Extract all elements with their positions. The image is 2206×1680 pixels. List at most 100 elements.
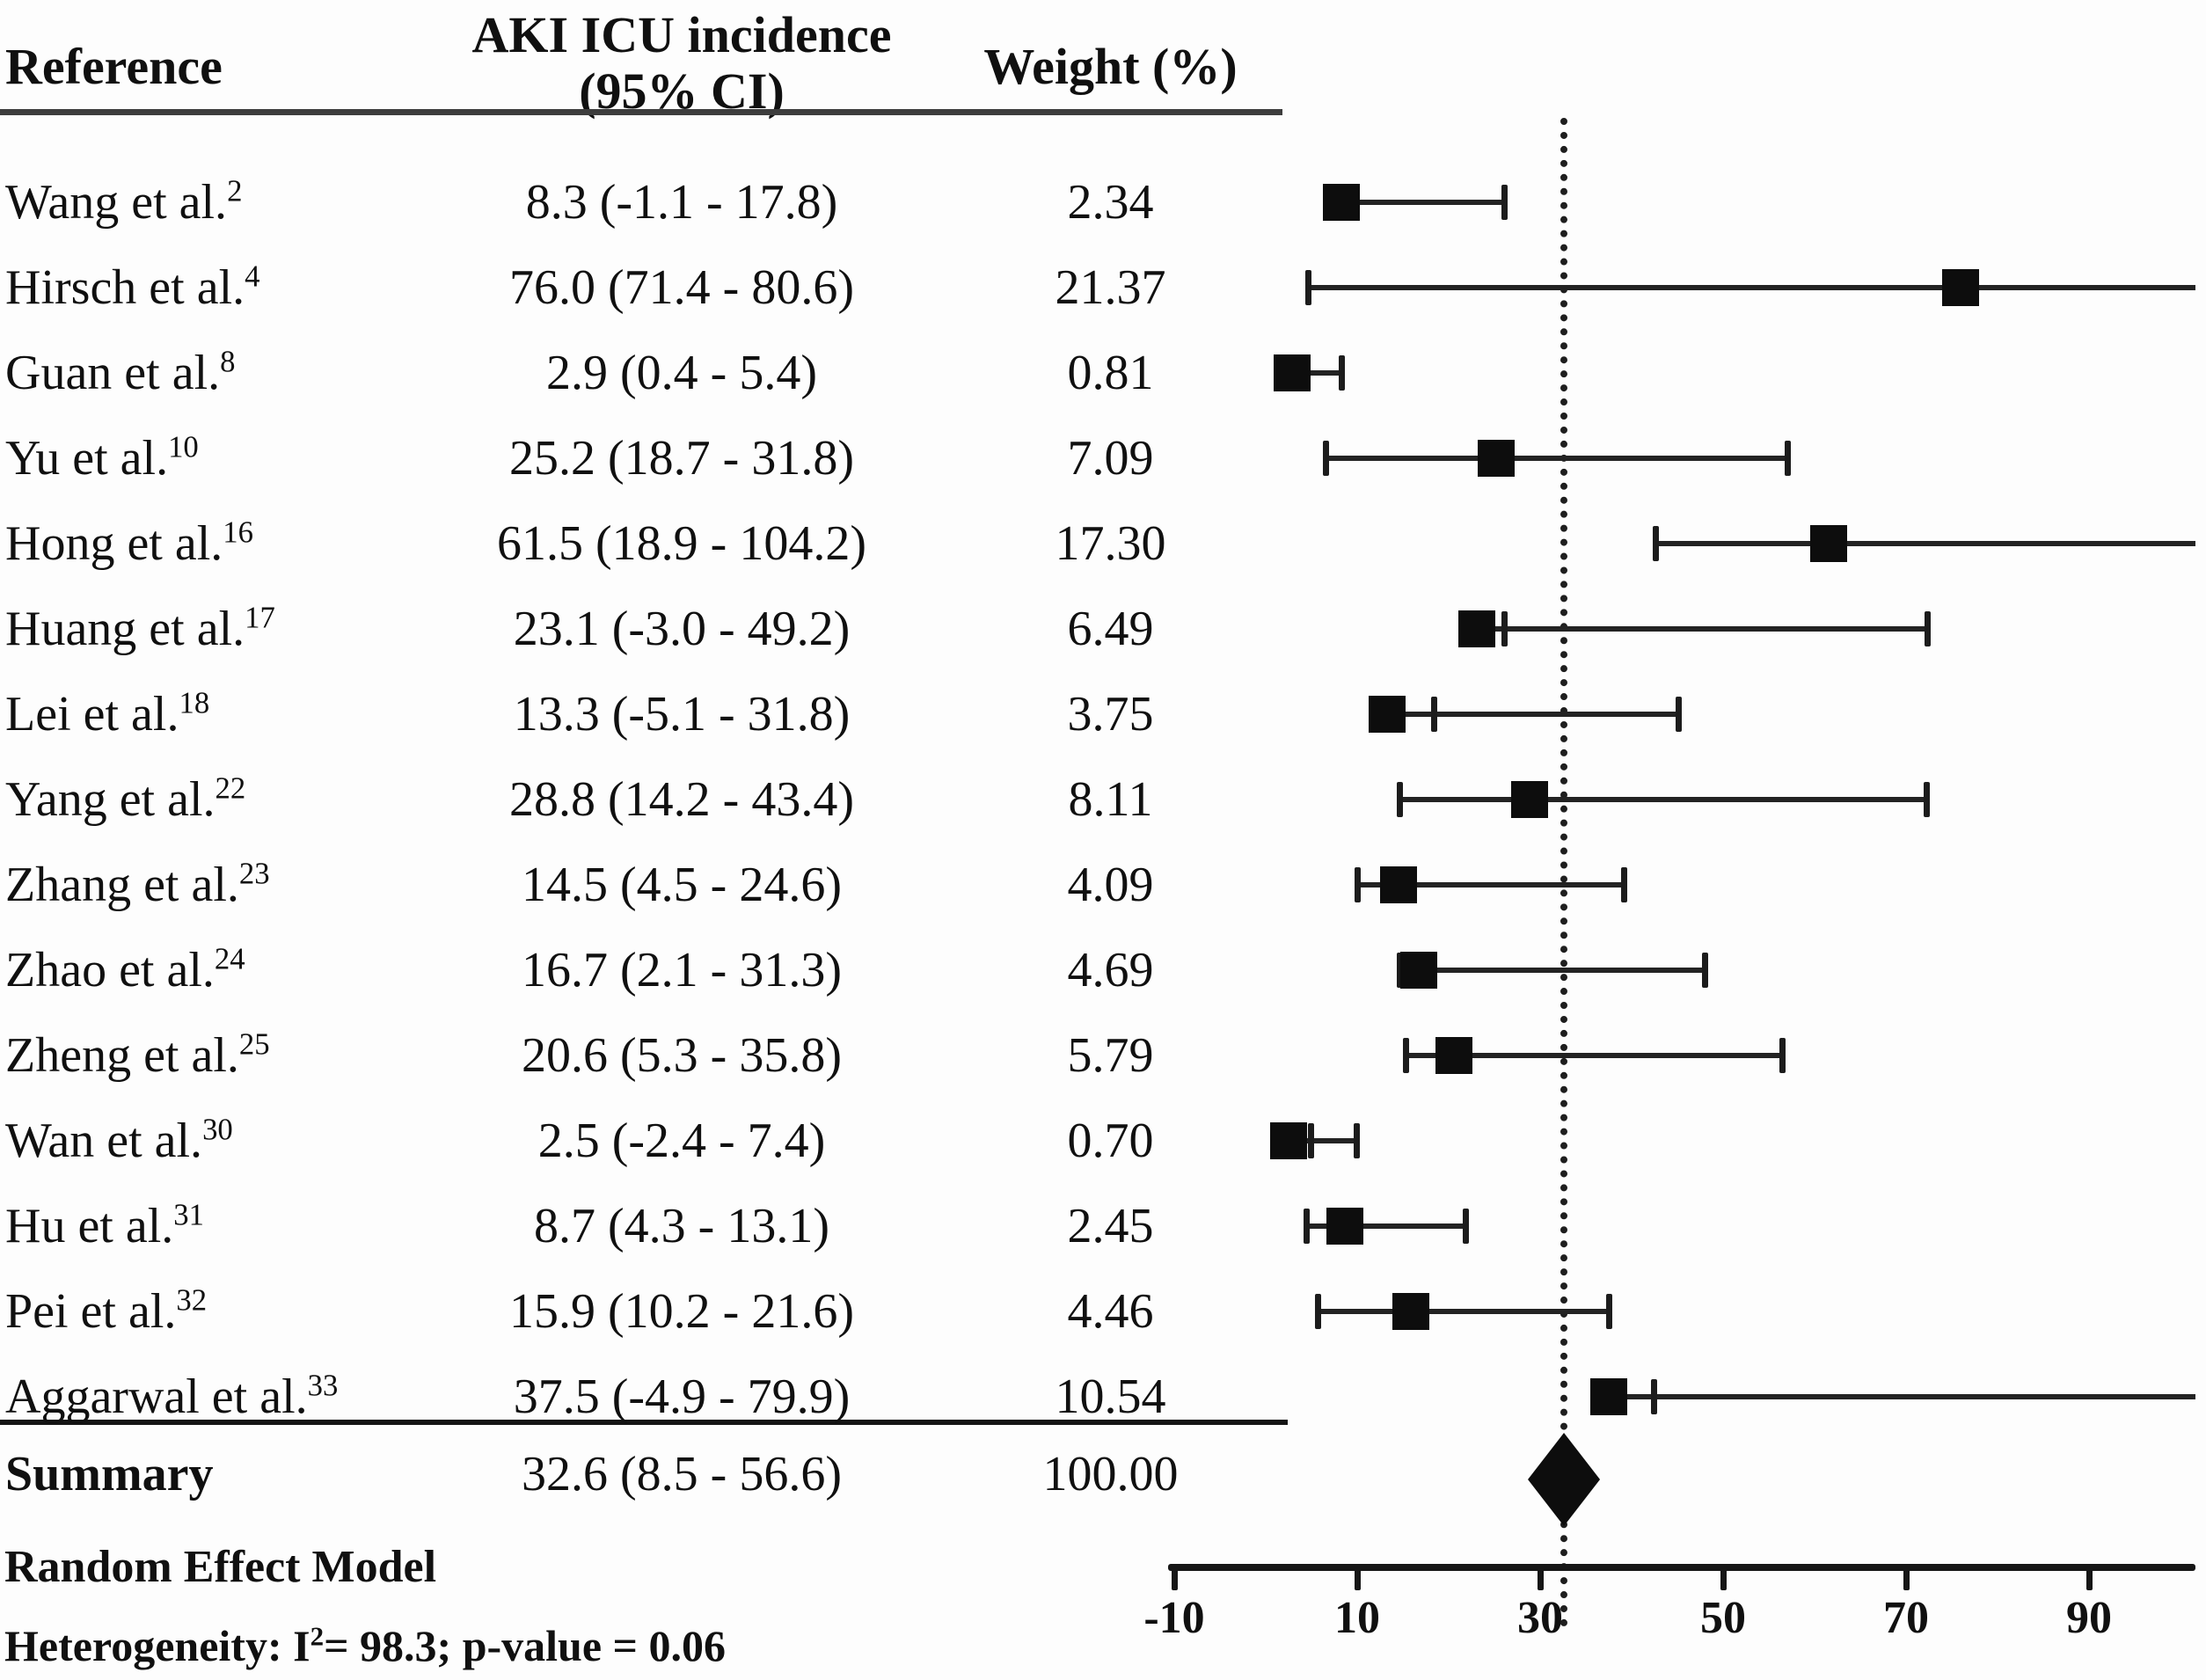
ci-end-cap	[1779, 1038, 1786, 1073]
axis-tick-label: 90	[2066, 1593, 2112, 1643]
axis-tick	[1538, 1569, 1544, 1590]
ci-end-cap	[1462, 1209, 1469, 1244]
header-divider-line	[0, 109, 1282, 115]
column-header-weight: Weight (%)	[983, 38, 1238, 95]
ci-whisker-line	[1477, 626, 1927, 632]
axis-tick-label: 50	[1700, 1593, 1746, 1643]
heterogeneity-label: Heterogeneity: I2= 98.3; p-value = 0.06	[4, 1621, 727, 1670]
effect-ci-value: 8.7 (4.3 - 13.1)	[534, 1199, 829, 1253]
study-reference: Yang et al.22	[5, 771, 246, 827]
column-header-effect: AKI ICU incidence (95% CI)	[369, 7, 994, 120]
weight-value: 4.46	[1067, 1284, 1154, 1339]
study-reference: Yu et al.10	[5, 429, 199, 486]
summary-divider-line	[0, 1420, 1288, 1425]
effect-square	[1590, 1378, 1627, 1415]
heterogeneity-value-text: = 98.3; p-value = 0.06	[324, 1621, 727, 1670]
axis-tick	[2086, 1569, 2093, 1590]
weight-value: 3.75	[1067, 687, 1154, 741]
weight-value: 7.09	[1067, 431, 1154, 486]
ci-whisker-line	[1406, 1053, 1782, 1058]
effect-ci-value: 13.3 (-5.1 - 31.8)	[513, 687, 851, 741]
ci-end-cap	[1353, 1123, 1360, 1158]
study-reference: Zheng et al.25	[5, 1026, 270, 1083]
effect-square	[1809, 525, 1847, 562]
ci-end-cap	[1620, 867, 1627, 902]
effect-square	[1379, 866, 1417, 903]
effect-ci-value: 8.3 (-1.1 - 17.8)	[525, 175, 838, 230]
ci-end-cap	[1396, 782, 1403, 817]
ci-end-cap	[1322, 441, 1329, 476]
ci-whisker-line	[1325, 456, 1787, 461]
ci-end-cap	[1396, 953, 1403, 988]
ci-end-cap	[1923, 782, 1930, 817]
ci-whisker-line	[1289, 370, 1342, 376]
ci-end-cap	[1339, 355, 1346, 391]
axis-tick	[1720, 1569, 1727, 1590]
weight-value: 8.11	[1068, 772, 1153, 827]
ci-end-cap	[1307, 1123, 1314, 1158]
model-label: Random Effect Model	[4, 1542, 437, 1592]
column-header-effect-line1: AKI ICU incidence	[471, 6, 892, 63]
effect-square	[1392, 1293, 1430, 1330]
heterogeneity-superscript: 2	[310, 1620, 325, 1652]
ci-end-cap	[1403, 1038, 1410, 1073]
effect-ci-value: 37.5 (-4.9 - 79.9)	[513, 1370, 851, 1424]
study-reference: Wang et al.2	[5, 173, 243, 230]
axis-tick	[1903, 1569, 1910, 1590]
summary-diamond	[1528, 1433, 1601, 1526]
weight-value: 6.49	[1067, 602, 1154, 656]
ci-end-cap	[1501, 185, 1508, 220]
weight-value: 4.09	[1067, 858, 1154, 912]
column-header-reference: Reference	[5, 38, 223, 95]
ci-whisker-line	[1318, 1309, 1609, 1314]
effect-ci-value: 25.2 (18.7 - 31.8)	[509, 431, 854, 486]
study-reference: Hirsch et al.4	[5, 259, 260, 315]
ci-whisker-line	[1399, 797, 1926, 802]
study-reference: Hu et al.31	[5, 1197, 204, 1253]
ci-end-cap	[1702, 953, 1709, 988]
weight-value: 21.37	[1055, 260, 1166, 315]
effect-ci-value: 16.7 (2.1 - 31.3)	[522, 943, 842, 997]
effect-square	[1399, 952, 1437, 989]
axis-tick-label: 30	[1517, 1593, 1563, 1643]
study-reference: Guan et al.8	[5, 344, 236, 400]
weight-value: 5.79	[1067, 1028, 1154, 1083]
study-reference: Pei et al.32	[5, 1282, 208, 1339]
study-reference: Wan et al.30	[5, 1112, 233, 1168]
effect-ci-value: 61.5 (18.9 - 104.2)	[497, 516, 866, 571]
effect-ci-value: 32.6 (8.5 - 56.6)	[522, 1447, 842, 1501]
weight-value: 4.69	[1067, 943, 1154, 997]
ci-end-cap	[1924, 611, 1931, 646]
ci-whisker-line	[1399, 968, 1706, 973]
effect-square	[1369, 696, 1406, 733]
ci-end-cap	[1650, 1379, 1657, 1414]
effect-ci-value: 2.5 (-2.4 - 7.4)	[537, 1114, 826, 1168]
weight-value: 10.54	[1055, 1370, 1166, 1424]
effect-square	[1274, 354, 1311, 391]
study-reference: Zhao et al.24	[5, 941, 245, 997]
weight-value: 2.34	[1067, 175, 1154, 230]
axis-tick-label: 70	[1883, 1593, 1929, 1643]
weight-value: 2.45	[1067, 1199, 1154, 1253]
effect-square	[1458, 610, 1496, 647]
ci-end-cap	[1315, 1294, 1322, 1329]
heterogeneity-text: Heterogeneity: I	[4, 1621, 310, 1670]
study-reference: Aggarwal et al.33	[5, 1368, 339, 1424]
ci-end-cap	[1355, 867, 1361, 902]
ci-whisker-line	[1609, 1394, 2195, 1399]
study-reference: Zhang et al.23	[5, 856, 270, 912]
ci-whisker-line	[1357, 882, 1624, 887]
weight-value: 0.81	[1067, 346, 1154, 400]
ci-end-cap	[1303, 1209, 1310, 1244]
effect-square	[1435, 1037, 1473, 1074]
summary-reference-dotted-line	[1560, 118, 1568, 1627]
effect-ci-value: 28.8 (14.2 - 43.4)	[509, 772, 854, 827]
ci-whisker-line	[1387, 712, 1679, 717]
ci-end-cap	[1784, 441, 1791, 476]
study-reference: Hong et al.16	[5, 515, 253, 571]
effect-ci-value: 20.6 (5.3 - 35.8)	[522, 1028, 842, 1083]
effect-ci-value: 2.9 (0.4 - 5.4)	[546, 346, 817, 400]
effect-square	[1942, 269, 1980, 306]
ci-end-cap	[1606, 1294, 1612, 1329]
